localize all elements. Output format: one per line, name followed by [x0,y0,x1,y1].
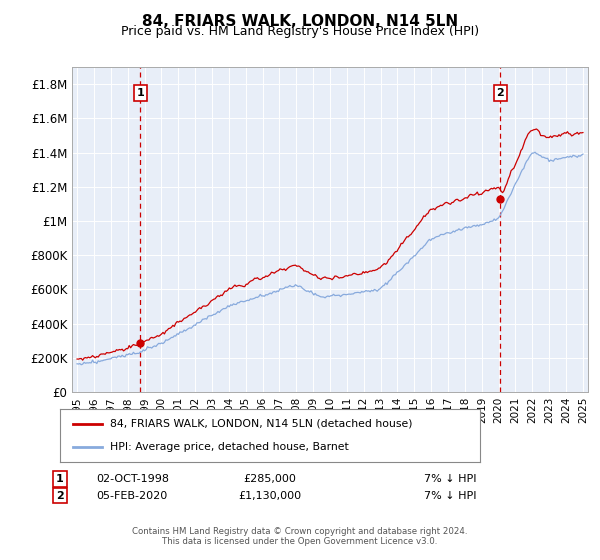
Text: 7% ↓ HPI: 7% ↓ HPI [424,491,476,501]
Text: £1,130,000: £1,130,000 [238,491,302,501]
Text: 02-OCT-1998: 02-OCT-1998 [96,474,169,484]
Text: 1: 1 [56,474,64,484]
Text: Contains HM Land Registry data © Crown copyright and database right 2024.
This d: Contains HM Land Registry data © Crown c… [132,526,468,546]
Text: 84, FRIARS WALK, LONDON, N14 5LN: 84, FRIARS WALK, LONDON, N14 5LN [142,14,458,29]
Text: HPI: Average price, detached house, Barnet: HPI: Average price, detached house, Barn… [110,442,349,452]
Text: 05-FEB-2020: 05-FEB-2020 [96,491,167,501]
Text: Price paid vs. HM Land Registry's House Price Index (HPI): Price paid vs. HM Land Registry's House … [121,25,479,38]
Text: 2: 2 [56,491,64,501]
Text: 7% ↓ HPI: 7% ↓ HPI [424,474,476,484]
Text: 2: 2 [496,88,504,98]
Text: 84, FRIARS WALK, LONDON, N14 5LN (detached house): 84, FRIARS WALK, LONDON, N14 5LN (detach… [110,419,413,429]
Text: £285,000: £285,000 [244,474,296,484]
Text: 1: 1 [136,88,144,98]
